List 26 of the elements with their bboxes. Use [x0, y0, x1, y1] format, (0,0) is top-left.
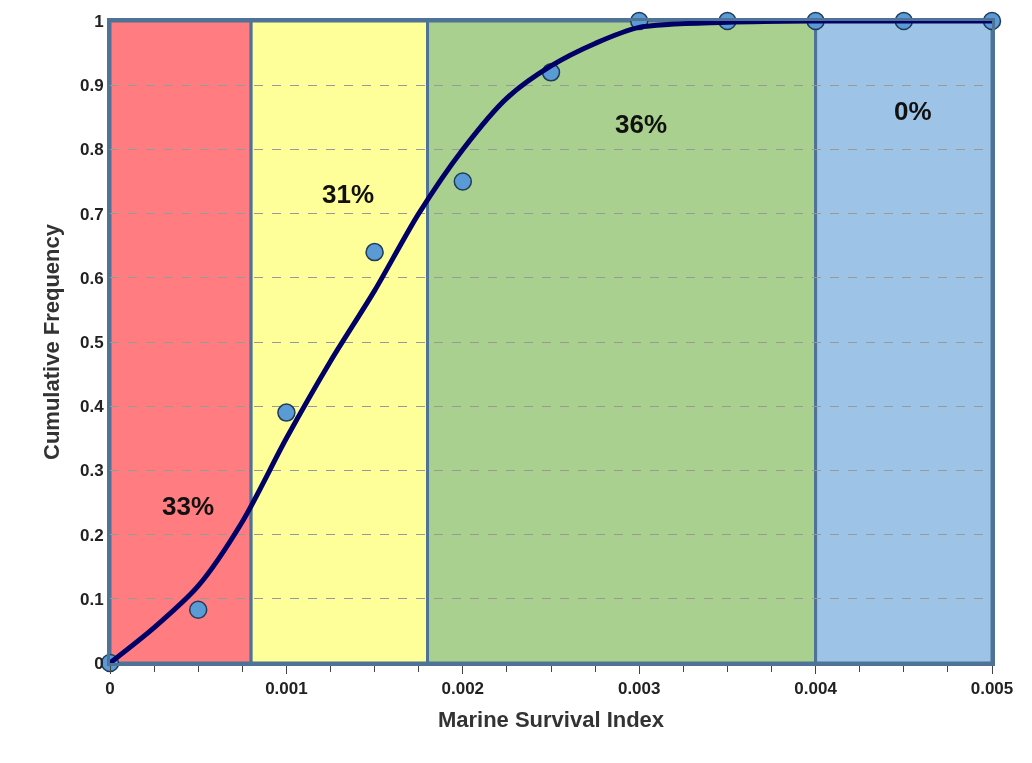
point	[453, 172, 473, 191]
band-label: 36%	[615, 109, 668, 139]
band-label: 0%	[894, 96, 932, 126]
x-tick-label: 0.001	[265, 679, 308, 699]
y-tick-label: 0.6	[79, 268, 104, 288]
y-tick-label: 1	[94, 11, 104, 31]
x-axis-title: Marine Survival Index	[437, 707, 665, 733]
y-axis-title: Cumulative Frequency	[38, 223, 64, 460]
y-tick-label: 0.9	[79, 76, 104, 96]
y-tick-label: 0.3	[79, 461, 104, 481]
point	[188, 600, 208, 619]
y-tick-label: 0.7	[79, 204, 104, 224]
y-tick-label: 0.4	[79, 397, 105, 417]
point	[277, 403, 296, 422]
y-tick-label: 0.8	[79, 140, 104, 160]
y-tick-label: 0.5	[79, 332, 104, 352]
x-tick-label: 0.002	[441, 679, 485, 699]
x-tick-label: 0.004	[794, 679, 838, 699]
y-tick-label: 0	[94, 653, 104, 673]
band-label: 31%	[322, 179, 375, 209]
x-tick-label: 0.005	[970, 679, 1014, 699]
band-label: 33%	[162, 491, 215, 521]
x-tick-label: 0.003	[617, 679, 661, 699]
y-tick-label: 0.1	[79, 589, 104, 609]
point	[365, 242, 384, 262]
y-tick-label: 0.2	[79, 525, 104, 545]
